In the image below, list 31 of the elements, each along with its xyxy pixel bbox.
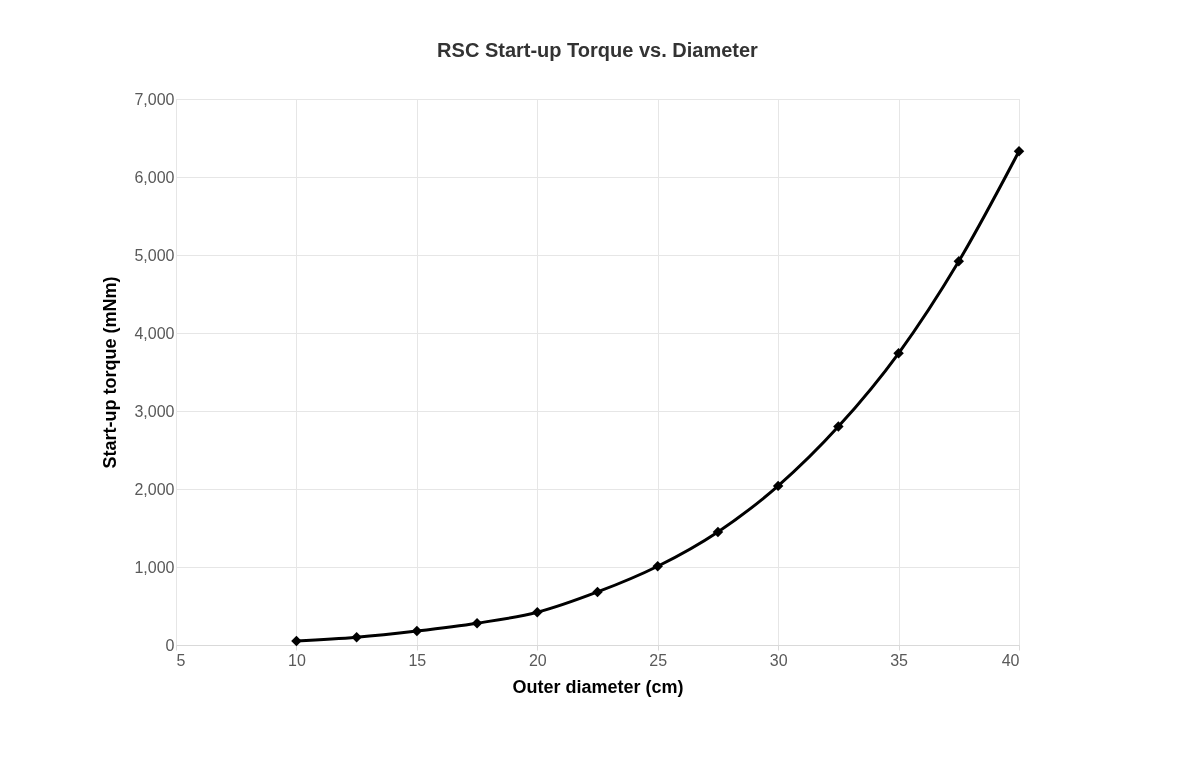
point <box>893 348 904 359</box>
point <box>532 607 543 618</box>
chart-title: RSC Start-up Torque vs. Diameter <box>437 39 759 61</box>
y-tick-label: 4,000 <box>134 324 175 342</box>
y-axis-title: Start-up torque (mNm) <box>100 276 121 469</box>
y-tick-label: 3,000 <box>134 402 175 420</box>
x-tick-label: 20 <box>528 651 547 669</box>
x-tick-label: 5 <box>176 651 186 669</box>
point <box>772 480 784 492</box>
x-tick-label: 10 <box>288 651 306 669</box>
point <box>652 560 663 572</box>
y-tick-label: 1,000 <box>134 558 175 576</box>
point <box>712 526 724 538</box>
point <box>351 631 362 643</box>
x-tick-label: 35 <box>890 651 909 669</box>
x-tick-label: 15 <box>408 651 427 669</box>
y-tick-label: 7,000 <box>134 90 175 108</box>
x-tick-label: 25 <box>649 651 668 669</box>
point <box>592 586 603 598</box>
y-tick-label: 6,000 <box>134 168 175 186</box>
point <box>953 256 965 267</box>
x-axis-title: Outer diameter (cm) <box>512 676 684 697</box>
point <box>1013 146 1025 157</box>
x-tick-label: 40 <box>1001 651 1020 669</box>
y-tick-label: 5,000 <box>134 246 175 264</box>
point <box>833 421 844 432</box>
point <box>291 635 302 647</box>
y-tick-label: 0 <box>165 636 175 654</box>
y-tick-label: 2,000 <box>134 480 175 498</box>
point <box>471 617 483 629</box>
x-tick-label: 30 <box>769 651 788 669</box>
